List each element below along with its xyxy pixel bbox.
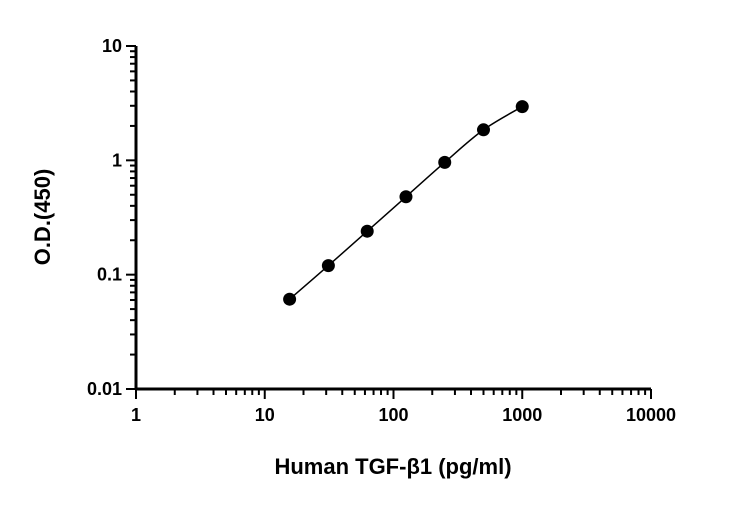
y-tick-label: 10 xyxy=(102,36,122,56)
plot-area xyxy=(283,100,529,306)
data-point xyxy=(438,155,452,169)
x-axis-label: Human TGF-β1 (pg/ml) xyxy=(274,454,511,479)
y-ticks: 0.01 0.1 1 10 xyxy=(87,36,136,399)
data-point xyxy=(476,123,490,137)
y-axis-label: O.D.(450) xyxy=(30,169,55,266)
data-point xyxy=(399,190,413,204)
data-point xyxy=(515,100,529,114)
data-point xyxy=(360,224,374,238)
y-tick-label: 1 xyxy=(112,150,122,170)
x-tick-label: 1000 xyxy=(502,405,542,425)
x-tick-label: 10000 xyxy=(626,405,676,425)
y-tick-label: 0.01 xyxy=(87,379,122,399)
x-ticks: 1 10 100 1000 10000 xyxy=(131,389,676,425)
x-axis: 1 10 100 1000 10000 xyxy=(131,387,676,425)
x-tick-label: 1 xyxy=(131,405,141,425)
data-point xyxy=(321,259,335,273)
data-point xyxy=(283,292,297,306)
y-tick-label: 0.1 xyxy=(97,265,122,285)
x-tick-label: 100 xyxy=(378,405,408,425)
x-tick-label: 10 xyxy=(255,405,275,425)
y-axis: 0.01 0.1 1 10 xyxy=(87,36,138,399)
